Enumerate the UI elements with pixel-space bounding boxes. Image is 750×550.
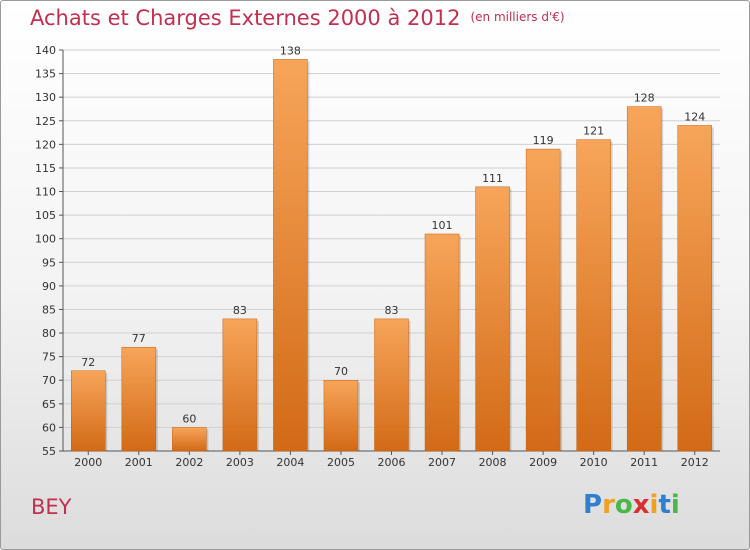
x-tick-label: 2003 — [226, 456, 254, 469]
bars — [71, 59, 714, 452]
x-tick-label: 2004 — [276, 456, 304, 469]
chart-title: Achats et Charges Externes 2000 à 2012 (e… — [30, 6, 565, 30]
x-tick-label: 2012 — [681, 456, 709, 469]
y-tick-label: 85 — [42, 303, 56, 316]
y-tick-label: 125 — [35, 115, 56, 128]
y-tick-label: 65 — [42, 398, 56, 411]
y-tick-label: 80 — [42, 327, 56, 340]
brand-letter: r — [602, 490, 615, 520]
x-tick-label: 2011 — [630, 456, 658, 469]
y-tick-label: 55 — [42, 445, 56, 458]
y-tick-label: 115 — [35, 162, 56, 175]
bar — [71, 370, 106, 452]
x-tick-label: 2005 — [327, 456, 355, 469]
x-tick-label: 2010 — [580, 456, 608, 469]
x-tick-label: 2007 — [428, 456, 456, 469]
bar-value-label: 101 — [432, 219, 453, 232]
x-tick-label: 2002 — [175, 456, 203, 469]
y-tick-label: 95 — [42, 256, 56, 269]
bar — [273, 59, 308, 452]
bar-value-label: 83 — [233, 304, 247, 317]
bar — [222, 318, 258, 452]
y-tick-label: 75 — [42, 351, 56, 364]
bar-value-label: 72 — [81, 356, 95, 369]
bar-value-label: 77 — [132, 332, 146, 345]
x-tick-label: 2006 — [378, 456, 406, 469]
bar — [576, 139, 611, 452]
y-tick-label: 130 — [35, 91, 56, 104]
bar-value-label: 111 — [482, 172, 503, 185]
bar-value-label: 83 — [385, 304, 399, 317]
bar-value-label: 128 — [634, 92, 655, 105]
title-text: Achats et Charges Externes 2000 à 2012 — [30, 6, 461, 30]
x-tick-label: 2001 — [125, 456, 153, 469]
place-name: BEY — [31, 495, 72, 519]
brand-letter: t — [658, 490, 671, 520]
y-tick-label: 70 — [42, 374, 56, 387]
bar — [626, 106, 662, 452]
brand-letter: i — [649, 490, 659, 520]
bar-value-label: 124 — [684, 110, 705, 123]
y-tick-label: 110 — [35, 186, 56, 199]
y-tick-label: 60 — [42, 421, 56, 434]
bar — [323, 379, 359, 452]
brand-letter: i — [670, 490, 680, 520]
bar — [475, 186, 510, 452]
y-tick-label: 120 — [35, 138, 56, 151]
y-tick-label: 135 — [35, 68, 56, 81]
bar — [677, 125, 712, 452]
brand-logo: Proxiti — [583, 490, 680, 520]
bar-value-label: 138 — [280, 44, 301, 57]
bar — [424, 233, 460, 452]
x-tick-label: 2008 — [479, 456, 507, 469]
bar — [374, 318, 409, 452]
bar — [172, 427, 207, 452]
bar-value-label: 119 — [533, 134, 554, 147]
y-tick-label: 140 — [35, 44, 56, 57]
bar-value-label: 70 — [334, 365, 348, 378]
unit-label: (en milliers d'€) — [470, 10, 565, 24]
bar — [525, 148, 561, 452]
bar — [121, 346, 157, 452]
y-tick-label: 90 — [42, 280, 56, 293]
bar-value-label: 60 — [182, 412, 196, 425]
x-tick-label: 2000 — [74, 456, 102, 469]
y-tick-label: 105 — [35, 209, 56, 222]
bar-value-label: 121 — [583, 125, 604, 138]
brand-letter: x — [632, 490, 650, 520]
labels: 55 60 65 70 75 80 85 90 95 100 105 110 115 120 125 130 1… — [35, 44, 709, 469]
brand-letter: P — [583, 490, 603, 520]
brand-letter: o — [614, 490, 633, 520]
y-tick-label: 100 — [35, 233, 56, 246]
x-tick-label: 2009 — [529, 456, 557, 469]
